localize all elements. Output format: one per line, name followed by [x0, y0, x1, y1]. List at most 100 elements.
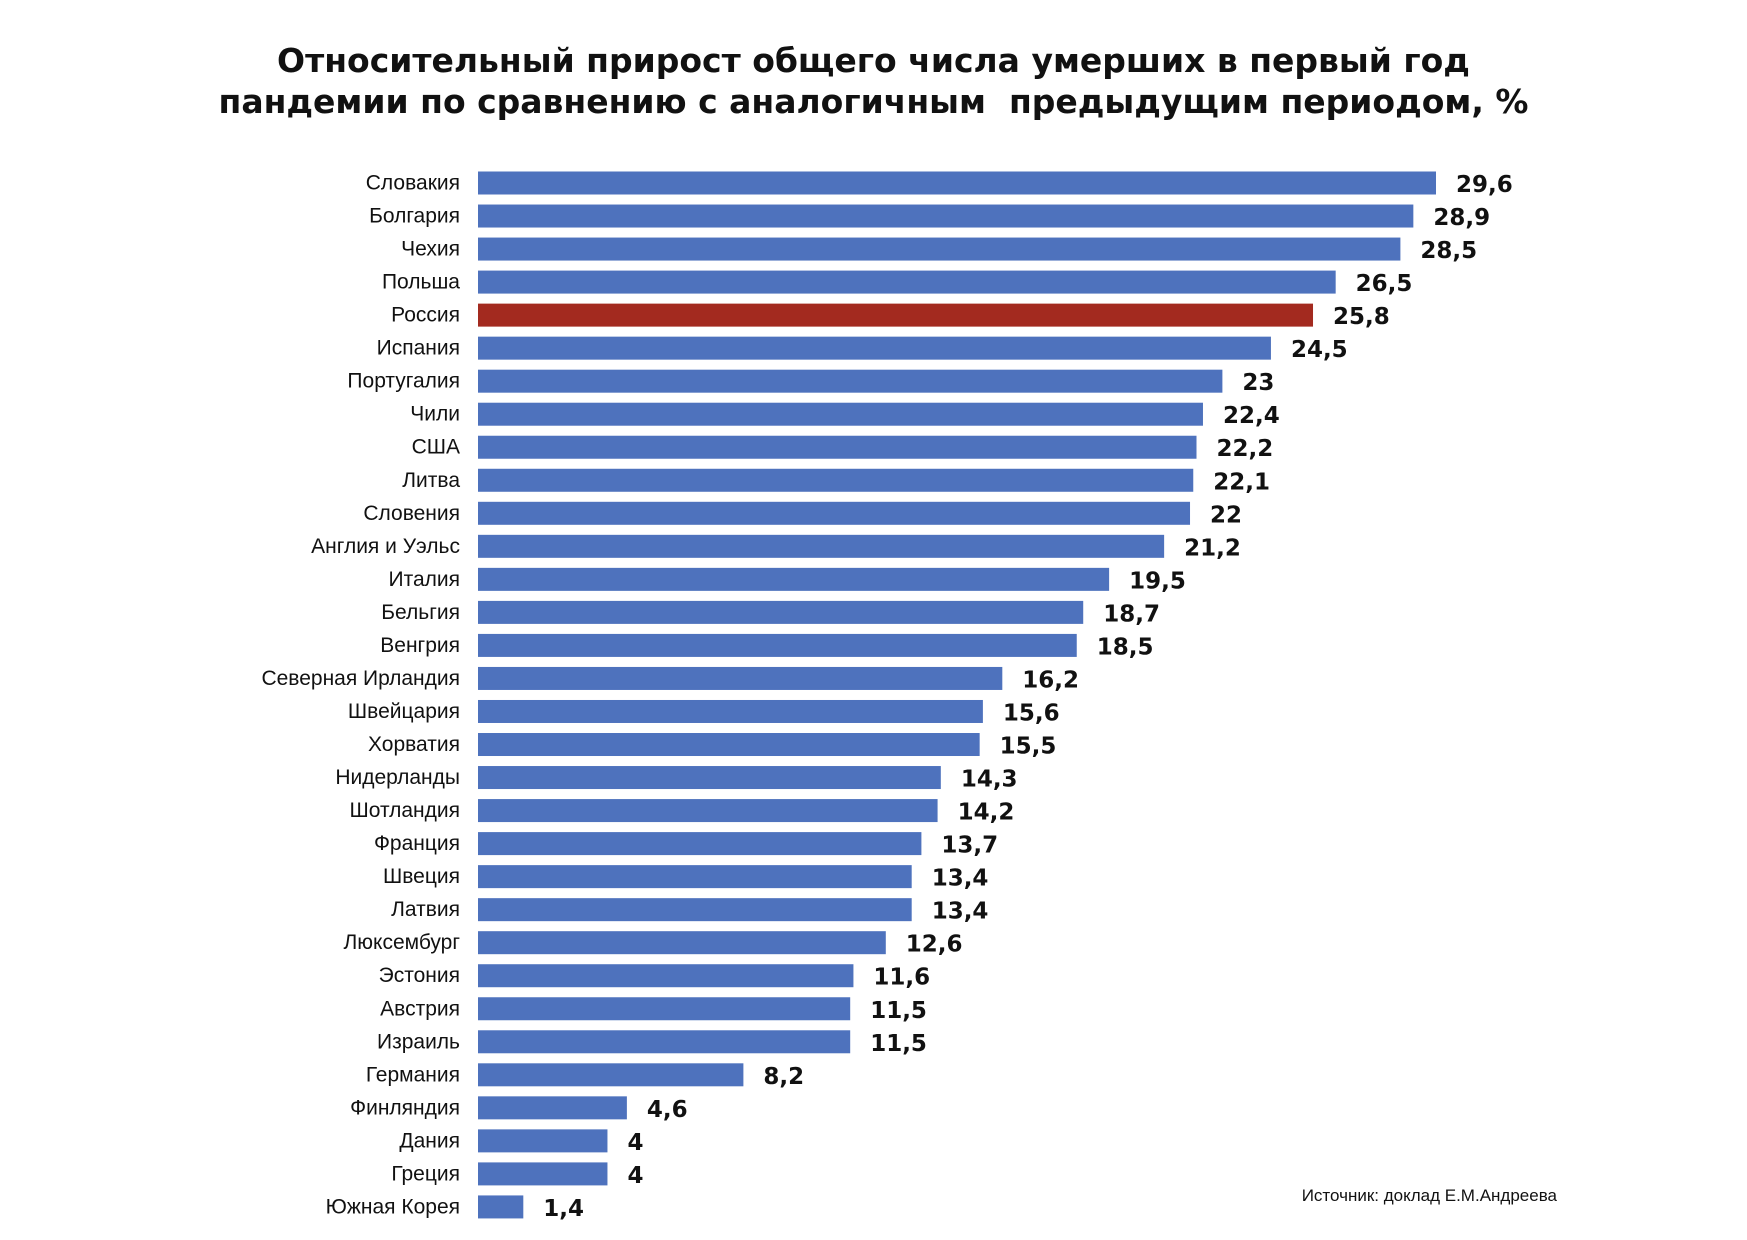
category-label: Италия	[388, 568, 460, 591]
category-label: Чехия	[401, 238, 460, 261]
value-label: 22,4	[1223, 403, 1280, 429]
bar	[478, 766, 941, 790]
category-label: Швеция	[383, 865, 460, 888]
bar	[478, 699, 983, 723]
value-label: 16,2	[1022, 667, 1079, 693]
category-label: Англия и Уэльс	[311, 535, 460, 558]
source-note: Источник: доклад Е.М.Андреева	[1301, 1186, 1557, 1205]
category-label: Франция	[374, 832, 460, 855]
category-label: Польша	[382, 271, 460, 294]
category-label: Австрия	[380, 997, 460, 1020]
bar	[478, 237, 1401, 261]
bar	[478, 997, 851, 1021]
category-label: Литва	[402, 469, 460, 492]
category-label: Нидерланды	[335, 766, 460, 789]
bar	[478, 1162, 608, 1186]
category-label: Германия	[366, 1063, 460, 1086]
bar	[478, 534, 1165, 558]
category-label: Дания	[399, 1129, 460, 1152]
value-label: 29,6	[1456, 172, 1513, 198]
value-label: 1,4	[543, 1196, 584, 1222]
value-label: 4	[627, 1130, 643, 1156]
value-label: 14,3	[961, 767, 1018, 793]
bar	[478, 270, 1336, 294]
bar	[478, 799, 938, 823]
category-label: Чили	[410, 403, 460, 426]
bar	[478, 964, 854, 988]
category-label: Словения	[363, 502, 460, 525]
bar	[478, 1195, 524, 1219]
category-label: Хорватия	[368, 733, 460, 756]
value-label: 14,2	[958, 800, 1015, 826]
category-label: Эстония	[379, 964, 460, 987]
bar	[478, 733, 980, 757]
category-label: Латвия	[391, 898, 460, 921]
value-label: 4,6	[647, 1097, 688, 1123]
bar	[478, 832, 922, 856]
value-label: 13,7	[941, 833, 998, 859]
category-label: Финляндия	[350, 1096, 460, 1119]
category-label: США	[412, 436, 460, 459]
category-label: Словакия	[366, 172, 460, 195]
value-label: 28,5	[1420, 238, 1477, 264]
category-label: Шотландия	[349, 799, 460, 822]
category-label: Греция	[391, 1162, 460, 1185]
value-label: 21,2	[1184, 535, 1241, 561]
bar	[478, 1129, 608, 1153]
bars-layer: Словакия 29,6 Болгария 28,9 Чехия 28,5 Польша 2…	[261, 171, 1513, 1222]
category-label: Болгария	[369, 205, 460, 228]
category-label: Португалия	[347, 370, 460, 393]
bar	[478, 369, 1223, 393]
value-label: 26,5	[1356, 271, 1413, 297]
value-label: 18,7	[1103, 601, 1160, 627]
bar	[478, 501, 1191, 525]
bar	[478, 402, 1203, 426]
category-label: Швейцария	[348, 700, 460, 723]
bar-highlight	[478, 303, 1314, 327]
value-label: 28,9	[1433, 205, 1490, 231]
bar	[478, 435, 1197, 459]
category-label: Израиль	[377, 1030, 460, 1053]
bar	[478, 1096, 627, 1120]
bar	[478, 336, 1271, 360]
category-label: Испания	[377, 337, 460, 360]
bar	[478, 600, 1084, 624]
value-label: 11,5	[870, 1031, 927, 1057]
value-label: 13,4	[932, 866, 989, 892]
chart-title-line-2: пандемии по сравнению с аналогичным пред…	[218, 82, 1529, 121]
value-label: 15,6	[1003, 700, 1060, 726]
bar	[478, 865, 912, 889]
bar	[478, 898, 912, 922]
value-label: 8,2	[763, 1064, 804, 1090]
bar	[478, 171, 1436, 195]
category-label: Люксембург	[343, 931, 460, 954]
value-label: 4	[627, 1163, 643, 1189]
value-label: 22	[1210, 502, 1242, 528]
value-label: 11,6	[873, 965, 930, 991]
category-label: Венгрия	[380, 634, 460, 657]
value-label: 18,5	[1097, 634, 1154, 660]
value-label: 22,2	[1217, 436, 1274, 462]
bar	[478, 1063, 744, 1087]
bar	[478, 666, 1003, 690]
category-label: Южная Корея	[326, 1195, 460, 1218]
value-label: 13,4	[932, 899, 989, 925]
value-label: 19,5	[1129, 568, 1186, 594]
chart-title: Относительный прирост общего числа умерш…	[0, 40, 1747, 122]
value-label: 23	[1242, 370, 1274, 396]
category-label: Бельгия	[381, 601, 460, 624]
bar	[478, 633, 1077, 657]
bar	[478, 468, 1194, 492]
value-label: 15,5	[1000, 734, 1057, 760]
value-label: 12,6	[906, 932, 963, 958]
bar	[478, 931, 886, 955]
value-label: 25,8	[1333, 304, 1390, 330]
bar	[478, 204, 1414, 228]
value-label: 22,1	[1213, 469, 1270, 495]
category-label: Россия	[391, 304, 460, 327]
value-label: 11,5	[870, 998, 927, 1024]
value-label: 24,5	[1291, 337, 1348, 363]
category-label: Северная Ирландия	[261, 667, 460, 690]
bar	[478, 567, 1110, 591]
